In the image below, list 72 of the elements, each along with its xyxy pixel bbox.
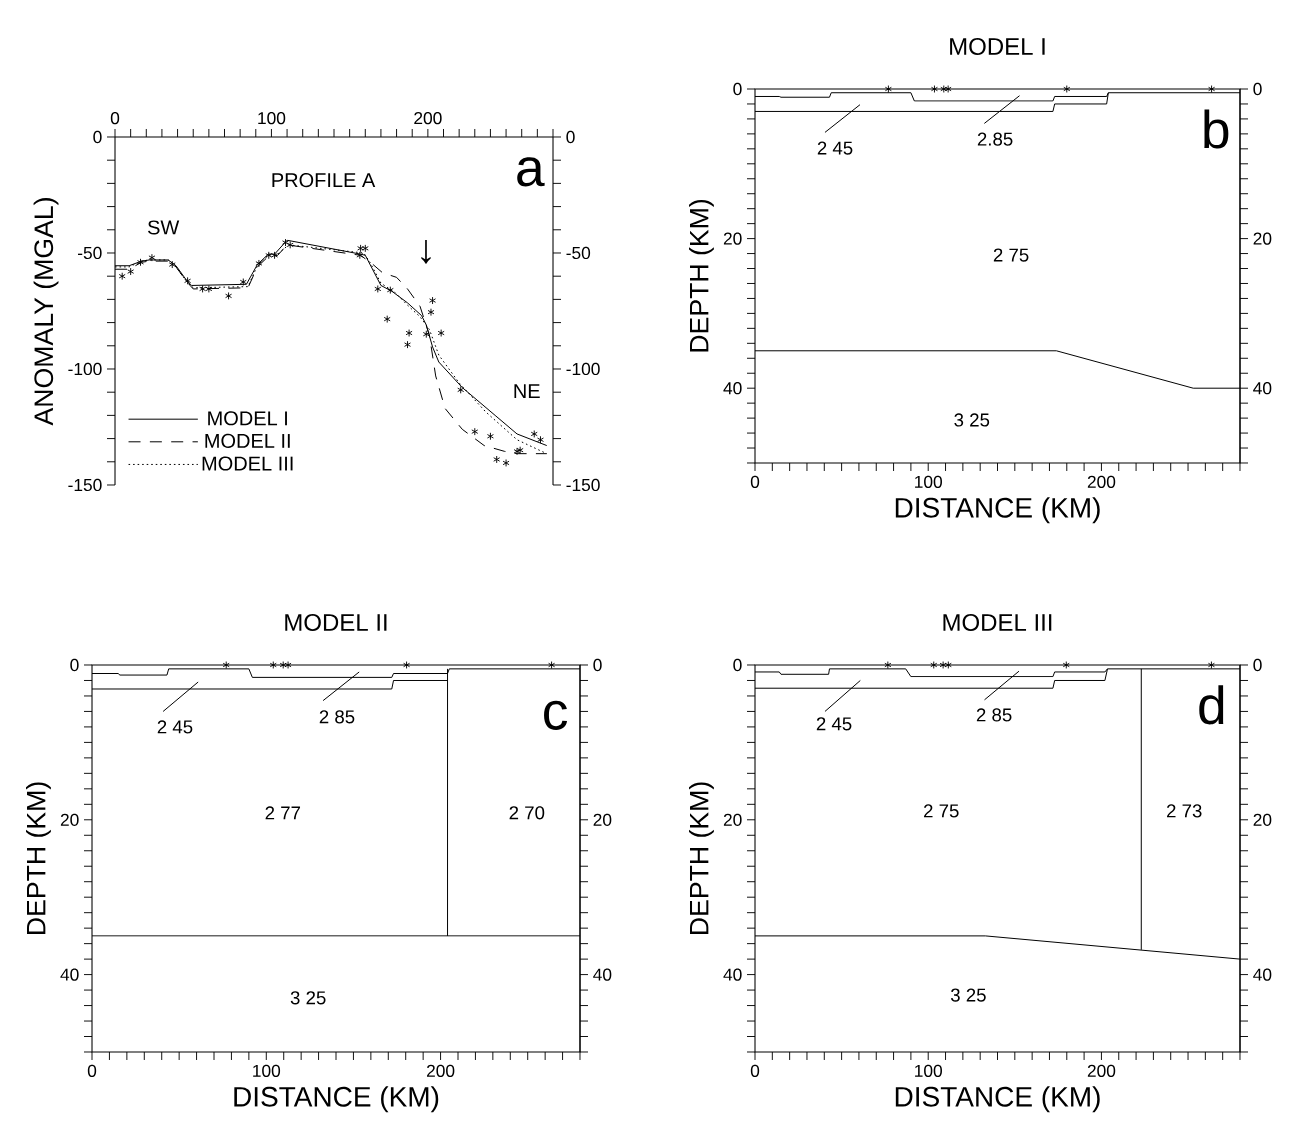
annotation: 3 25 xyxy=(950,988,986,1002)
annotation: ↓ xyxy=(421,239,431,264)
annotation: b xyxy=(1204,109,1229,149)
x-tick-label: 200 xyxy=(1087,1064,1116,1077)
x-tick-label: 200 xyxy=(414,112,442,125)
x-tick-label: 0 xyxy=(750,1064,760,1077)
annotation: 2 77 xyxy=(265,806,301,820)
y2-tick-label: 0 xyxy=(1253,658,1262,672)
y-tick-label: 40 xyxy=(723,382,742,395)
annotation: a xyxy=(517,157,545,187)
y2-tick-label: 0 xyxy=(1253,82,1262,96)
x-tick-label: 100 xyxy=(915,1064,942,1077)
annotation: 2 45 xyxy=(816,717,852,731)
x-axis-title: DISTANCE (KM) xyxy=(895,1086,1100,1113)
y-axis-title: DEPTH (KM) xyxy=(26,782,51,935)
y2-tick-label: 20 xyxy=(1253,232,1272,245)
legend-label: MODEL II xyxy=(205,433,290,448)
y2-tick-label: 40 xyxy=(1253,382,1272,395)
x-tick-label: 200 xyxy=(426,1064,455,1077)
x-tick-label: 100 xyxy=(258,112,286,125)
y-tick-label: 0 xyxy=(70,658,79,672)
x-tick-label: 200 xyxy=(1087,475,1116,488)
annotation: PROFILE A xyxy=(272,173,376,188)
annotation: 2 45 xyxy=(157,720,193,734)
y2-tick-label: 40 xyxy=(1253,968,1272,981)
legend-label: MODEL I xyxy=(208,411,287,426)
x-tick-label: 100 xyxy=(915,475,942,488)
annotation: NE xyxy=(514,384,540,398)
annotation: 2.85 xyxy=(977,132,1013,146)
chart-title: MODEL II xyxy=(285,613,387,631)
annotation: 3 25 xyxy=(954,413,990,427)
chart-title: MODEL I xyxy=(950,37,1045,55)
y2-tick-label: -50 xyxy=(566,246,591,260)
y-axis-title: DEPTH (KM) xyxy=(689,199,714,352)
y-tick-label: -50 xyxy=(78,246,102,260)
annotation: SW xyxy=(147,220,180,235)
chart-title: MODEL III xyxy=(943,613,1052,631)
y2-tick-label: 0 xyxy=(593,658,602,672)
annotation: d xyxy=(1199,685,1224,725)
y2-tick-label: 0 xyxy=(566,130,575,144)
x-tick-label: 100 xyxy=(253,1064,281,1077)
y2-tick-label: 20 xyxy=(1253,813,1272,826)
annotation: 2 73 xyxy=(1167,804,1202,818)
annotation: 2 75 xyxy=(993,248,1029,262)
x-tick-label: 0 xyxy=(750,475,760,488)
y-tick-label: 0 xyxy=(733,82,742,96)
annotation: 2 85 xyxy=(976,708,1012,722)
annotation: 2 85 xyxy=(319,710,355,724)
annotation: 3 25 xyxy=(290,991,326,1005)
x-axis-title: DISTANCE (KM) xyxy=(234,1086,439,1113)
y-tick-label: 0 xyxy=(93,130,102,144)
annotation: 2 70 xyxy=(509,806,545,820)
y-tick-label: 20 xyxy=(60,813,79,826)
y2-tick-label: 20 xyxy=(593,813,612,826)
y-tick-label: 20 xyxy=(723,232,742,245)
y-tick-label: 40 xyxy=(723,968,742,981)
y-axis-title: DEPTH (KM) xyxy=(689,782,714,935)
y2-tick-label: -100 xyxy=(566,362,600,376)
y-tick-label: -150 xyxy=(68,478,102,492)
y-tick-label: 0 xyxy=(733,658,742,672)
legend-label: MODEL III xyxy=(202,456,293,471)
annotation: 2 75 xyxy=(924,804,959,818)
y2-tick-label: 40 xyxy=(593,968,612,981)
annotation: 2 45 xyxy=(817,141,853,155)
y-tick-label: 40 xyxy=(60,968,79,981)
x-tick-label: 0 xyxy=(110,112,120,125)
y-tick-label: -100 xyxy=(68,362,102,376)
x-axis-title: DISTANCE (KM) xyxy=(895,497,1100,524)
y-axis-title: ANOMALY (MGAL) xyxy=(33,198,59,426)
y2-tick-label: -150 xyxy=(566,478,600,492)
y-tick-label: 20 xyxy=(723,813,742,826)
annotation: c xyxy=(544,700,568,730)
